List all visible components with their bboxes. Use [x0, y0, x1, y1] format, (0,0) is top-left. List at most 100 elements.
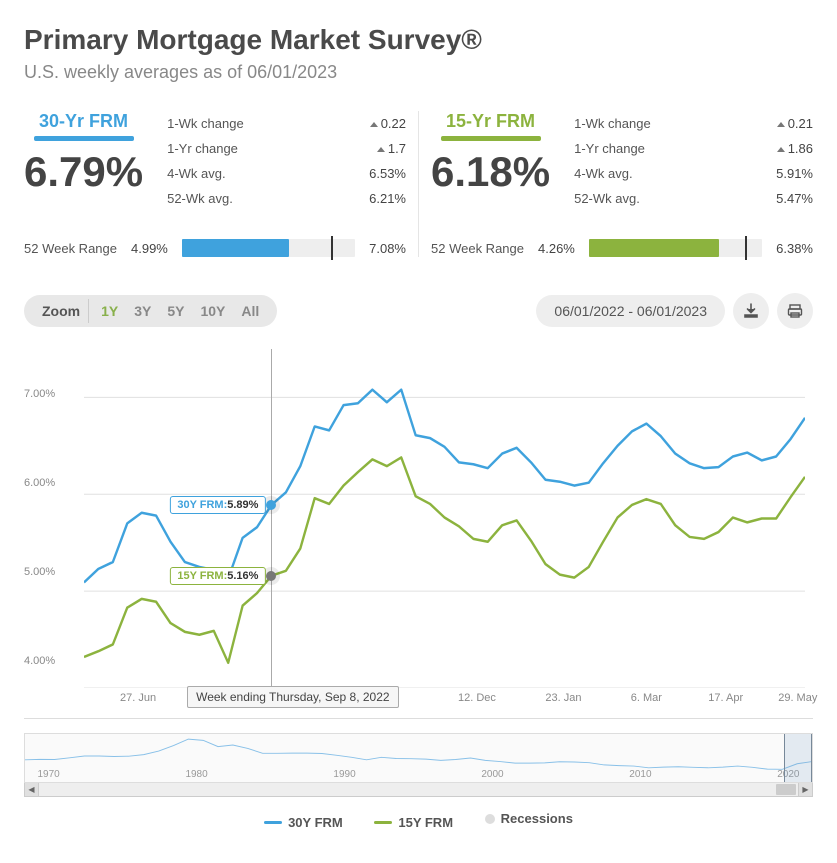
nav-year-tick: 1980 — [185, 769, 207, 780]
panel-frm15: 15-Yr FRM 6.18% 1-Wk change 0.21 1-Yr ch… — [419, 111, 813, 257]
hover-dot-30y — [266, 500, 276, 510]
navigator-scrollbar[interactable]: ◀ ▶ — [24, 783, 813, 797]
y-tick: 6.00% — [24, 477, 55, 489]
zoom-option-All[interactable]: All — [233, 299, 267, 323]
date-range-display[interactable]: 06/01/2022 - 06/01/2023 — [536, 295, 725, 327]
panel-name: 15-Yr FRM — [431, 111, 550, 132]
stat-row: 1-Wk change 0.22 — [167, 111, 406, 136]
panel-stats: 1-Wk change 0.21 1-Yr change 1.86 4-Wk a… — [574, 111, 813, 211]
chart-legend: 30Y FRM 15Y FRM Recessions — [24, 811, 813, 830]
page-subtitle: U.S. weekly averages as of 06/01/2023 — [24, 62, 813, 83]
stat-row: 1-Yr change 1.7 — [167, 136, 406, 161]
zoom-label: Zoom — [34, 299, 89, 323]
range-bar — [182, 239, 355, 257]
hover-date-tooltip: Week ending Thursday, Sep 8, 2022 — [187, 686, 398, 708]
zoom-option-10Y[interactable]: 10Y — [192, 299, 233, 323]
plot-area[interactable]: 30Y FRM:5.89% 15Y FRM:5.16% — [84, 349, 805, 688]
y-tick: 5.00% — [24, 566, 55, 578]
stat-row: 1-Wk change 0.21 — [574, 111, 813, 136]
stat-value: 6.21% — [369, 191, 406, 206]
caret-up-icon — [777, 122, 785, 127]
nav-year-tick: 2010 — [629, 769, 651, 780]
range-marker — [331, 236, 333, 260]
panel-frm30: 30-Yr FRM 6.79% 1-Wk change 0.22 1-Yr ch… — [24, 111, 419, 257]
stat-row: 52-Wk avg. 5.47% — [574, 186, 813, 211]
stat-label: 1-Yr change — [574, 141, 645, 156]
legend-30y[interactable]: 30Y FRM — [264, 815, 343, 830]
legend-recessions[interactable]: Recessions — [485, 811, 573, 826]
stat-row: 4-Wk avg. 5.91% — [574, 161, 813, 186]
panel-stats: 1-Wk change 0.22 1-Yr change 1.7 4-Wk av… — [167, 111, 406, 211]
panel-underline — [34, 136, 134, 141]
print-button[interactable] — [777, 293, 813, 329]
navigator-selection[interactable] — [784, 734, 812, 782]
zoom-option-3Y[interactable]: 3Y — [126, 299, 159, 323]
caret-up-icon — [377, 147, 385, 152]
x-tick: 29. May — [778, 692, 817, 704]
zoom-selector: Zoom 1Y3Y5Y10YAll — [24, 295, 277, 327]
panel-name: 30-Yr FRM — [24, 111, 143, 132]
x-tick: 23. Jan — [545, 692, 581, 704]
zoom-option-1Y[interactable]: 1Y — [93, 299, 126, 323]
panel-rate: 6.79% — [24, 151, 143, 193]
range-label: 52 Week Range — [431, 241, 524, 256]
stat-label: 1-Wk change — [167, 116, 244, 131]
main-chart[interactable]: 4.00% 5.00% 6.00% 7.00% 30Y FRM:5.89% 15Y FR… — [24, 349, 813, 719]
scroll-left-button[interactable]: ◀ — [25, 783, 39, 796]
y-tick: 4.00% — [24, 655, 55, 667]
nav-year-tick: 2000 — [481, 769, 503, 780]
range-min: 4.99% — [131, 241, 168, 256]
summary-panels: 30-Yr FRM 6.79% 1-Wk change 0.22 1-Yr ch… — [24, 111, 813, 257]
legend-15y[interactable]: 15Y FRM — [374, 815, 453, 830]
range-fill — [182, 239, 289, 257]
legend-label-15y: 15Y FRM — [398, 815, 453, 830]
range-navigator[interactable]: 197019801990200020102020 — [24, 733, 813, 783]
zoom-option-5Y[interactable]: 5Y — [159, 299, 192, 323]
stat-value: 5.91% — [776, 166, 813, 181]
stat-value: 0.22 — [370, 116, 406, 131]
range-max: 6.38% — [776, 241, 813, 256]
caret-up-icon — [777, 147, 785, 152]
range-section: 52 Week Range 4.26% 6.38% — [431, 239, 813, 257]
range-label: 52 Week Range — [24, 241, 117, 256]
x-tick: 17. Apr — [708, 692, 743, 704]
range-min: 4.26% — [538, 241, 575, 256]
chart-toolbar: Zoom 1Y3Y5Y10YAll 06/01/2022 - 06/01/202… — [24, 293, 813, 329]
stat-value: 1.86 — [777, 141, 813, 156]
range-max: 7.08% — [369, 241, 406, 256]
hover-badge-15y: 15Y FRM:5.16% — [170, 567, 265, 585]
stat-row: 1-Yr change 1.86 — [574, 136, 813, 161]
stat-label: 52-Wk avg. — [167, 191, 233, 206]
y-tick: 7.00% — [24, 388, 55, 400]
nav-year-tick: 1990 — [333, 769, 355, 780]
scroll-right-button[interactable]: ▶ — [798, 783, 812, 796]
hover-dot-15y — [266, 571, 276, 581]
x-axis: 27. Junt12. Dec23. Jan6. Mar17. Apr29. M… — [84, 688, 805, 718]
download-button[interactable] — [733, 293, 769, 329]
range-marker — [745, 236, 747, 260]
range-section: 52 Week Range 4.99% 7.08% — [24, 239, 406, 257]
page-title: Primary Mortgage Market Survey® — [24, 24, 813, 56]
panel-underline — [441, 136, 541, 141]
hover-crosshair — [271, 349, 272, 688]
stat-label: 4-Wk avg. — [574, 166, 633, 181]
legend-label-recessions: Recessions — [501, 811, 573, 826]
hover-badge-30y: 30Y FRM:5.89% — [170, 496, 265, 514]
stat-value: 1.7 — [377, 141, 406, 156]
x-tick: 6. Mar — [631, 692, 662, 704]
stat-label: 4-Wk avg. — [167, 166, 226, 181]
stat-label: 52-Wk avg. — [574, 191, 640, 206]
stat-value: 5.47% — [776, 191, 813, 206]
nav-year-tick: 1970 — [37, 769, 59, 780]
range-fill — [589, 239, 719, 257]
stat-label: 1-Yr change — [167, 141, 238, 156]
legend-label-30y: 30Y FRM — [288, 815, 343, 830]
legend-swatch-30y — [264, 821, 282, 824]
stat-label: 1-Wk change — [574, 116, 651, 131]
stat-value: 0.21 — [777, 116, 813, 131]
panel-rate: 6.18% — [431, 151, 550, 193]
scroll-grip[interactable] — [776, 784, 796, 795]
legend-swatch-15y — [374, 821, 392, 824]
x-tick: 27. Jun — [120, 692, 156, 704]
stat-row: 52-Wk avg. 6.21% — [167, 186, 406, 211]
